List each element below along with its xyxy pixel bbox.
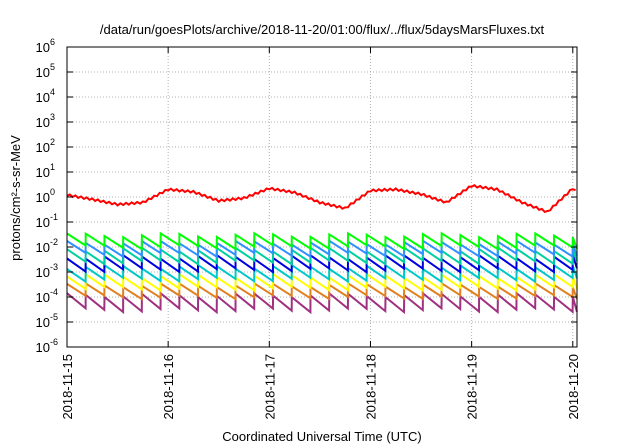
grid-layer: [67, 47, 577, 347]
x-tick-label: 2018-11-18: [363, 354, 378, 420]
y-tick-label: 10: [36, 190, 50, 205]
y-tick-exponent: 4: [50, 87, 55, 97]
y-axis-label: protons/cm²-s-sr-MeV: [8, 135, 23, 261]
y-tick-base: 10: [36, 215, 50, 230]
y-tick-label: 10: [36, 115, 50, 130]
y-tick-exponent: -2: [50, 237, 58, 247]
y-tick-base: 10: [36, 65, 50, 80]
y-tick-label: 10: [36, 340, 50, 355]
y-tick-label: 10: [36, 265, 50, 280]
y-tick-base: 10: [36, 40, 50, 55]
y-tick-exponent: 3: [50, 112, 55, 122]
y-tick-base: 10: [36, 315, 50, 330]
series-line: [66, 184, 576, 214]
x-axis-label: Coordinated Universal Time (UTC): [222, 429, 421, 444]
y-tick-base: 10: [36, 190, 50, 205]
y-tick-base: 10: [36, 240, 50, 255]
y-tick-label: 10: [36, 290, 50, 305]
y-tick-exponent: 6: [50, 37, 55, 47]
y-tick-label: 10: [36, 65, 50, 80]
y-tick-base: 10: [36, 140, 50, 155]
y-tick-exponent: 1: [50, 162, 55, 172]
y-tick-exponent: -1: [50, 212, 58, 222]
y-tick-label: 10: [36, 215, 50, 230]
y-tick-exponent: -3: [50, 262, 58, 272]
y-tick-base: 10: [36, 90, 50, 105]
y-tick-label: 10: [36, 240, 50, 255]
series-layer: [66, 184, 578, 315]
y-tick-label: 10: [36, 315, 50, 330]
y-tick-base: 10: [36, 165, 50, 180]
y-tick-exponent: -6: [50, 337, 58, 347]
x-tick-label: 2018-11-20: [566, 354, 581, 420]
y-tick-exponent: 5: [50, 62, 55, 72]
y-tick-base: 10: [36, 265, 50, 280]
y-tick-exponent: -4: [50, 287, 58, 297]
y-tick-base: 10: [36, 340, 50, 355]
y-tick-exponent: 2: [50, 137, 55, 147]
series-line: [66, 272, 578, 293]
series-line: [66, 291, 578, 315]
y-tick-exponent: 0: [50, 187, 55, 197]
y-tick-exponent: -5: [50, 312, 58, 322]
y-tick-base: 10: [36, 290, 50, 305]
x-tick-label: 2018-11-15: [60, 354, 75, 420]
y-tick-label: 10: [36, 40, 50, 55]
y-tick-label: 10: [36, 165, 50, 180]
x-tick-label: 2018-11-17: [262, 354, 277, 420]
y-tick-label: 10: [36, 90, 50, 105]
series-line: [66, 231, 578, 251]
y-tick-label: 10: [36, 140, 50, 155]
x-tick-label: 2018-11-16: [161, 354, 176, 420]
chart-title: /data/run/goesPlots/archive/2018-11-20/0…: [100, 22, 545, 37]
y-tick-base: 10: [36, 115, 50, 130]
x-tick-label: 2018-11-19: [465, 354, 480, 420]
